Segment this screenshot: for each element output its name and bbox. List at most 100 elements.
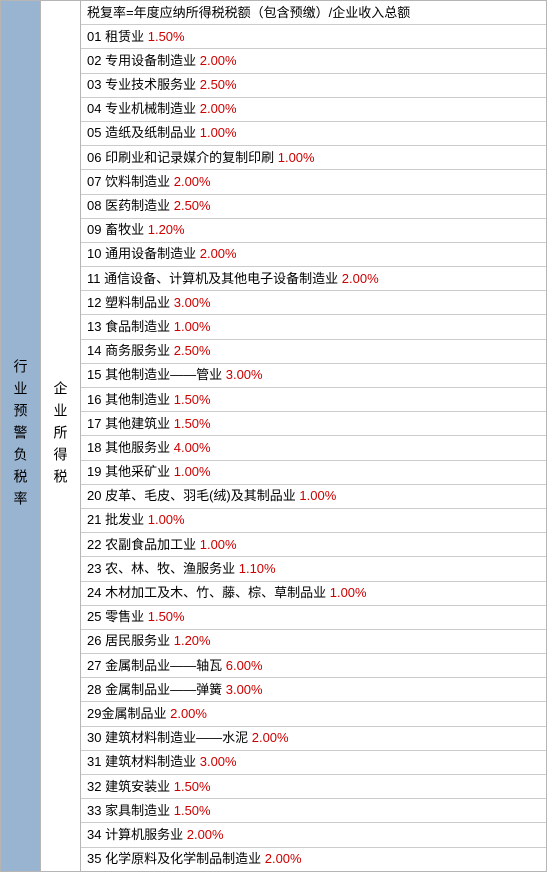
- row-rate: 1.00%: [148, 512, 185, 527]
- row-rate: 2.00%: [170, 706, 207, 721]
- row-number: 24: [87, 585, 101, 600]
- table-row: 17 其他建筑业 1.50%: [81, 412, 546, 436]
- row-number: 32: [87, 779, 101, 794]
- row-label: 医药制造业: [105, 198, 170, 213]
- table-row: 12 塑料制品业 3.00%: [81, 291, 546, 315]
- row-label: 其他建筑业: [105, 416, 170, 431]
- row-rate: 2.50%: [174, 343, 211, 358]
- row-number: 27: [87, 658, 101, 673]
- mid-header-text: 企业所得税: [51, 381, 71, 491]
- table-row: 25 零售业 1.50%: [81, 606, 546, 630]
- row-rate: 2.00%: [200, 53, 237, 68]
- row-rate: 1.00%: [200, 125, 237, 140]
- row-number: 14: [87, 343, 101, 358]
- table-row: 11 通信设备、计算机及其他电子设备制造业 2.00%: [81, 267, 546, 291]
- row-label: 建筑材料制造业——水泥: [105, 730, 248, 745]
- row-number: 01: [87, 29, 101, 44]
- table-row: 32 建筑安装业 1.50%: [81, 775, 546, 799]
- table-row: 02 专用设备制造业 2.00%: [81, 49, 546, 73]
- table-row: 07 饮料制造业 2.00%: [81, 170, 546, 194]
- row-rate: 2.00%: [187, 827, 224, 842]
- left-header-text: 行业预警负税率: [11, 359, 31, 513]
- row-rate: 1.00%: [299, 488, 336, 503]
- data-column: 税复率=年度应纳所得税税额（包含预缴）/企业收入总额 01 租赁业 1.50%0…: [81, 1, 546, 871]
- table-row: 27 金属制品业——轴瓦 6.00%: [81, 654, 546, 678]
- row-rate: 2.00%: [342, 271, 379, 286]
- mid-header-column: 企业所得税: [41, 1, 81, 871]
- row-label: 商务服务业: [105, 343, 170, 358]
- row-number: 10: [87, 246, 101, 261]
- row-label: 其他采矿业: [105, 464, 170, 479]
- row-number: 12: [87, 295, 101, 310]
- row-label: 化学原料及化学制品制造业: [105, 851, 261, 866]
- row-rate: 1.50%: [174, 779, 211, 794]
- row-rate: 3.00%: [226, 682, 263, 697]
- row-label: 金属制品业——轴瓦: [105, 658, 222, 673]
- row-label: 造纸及纸制品业: [105, 125, 196, 140]
- table-row: 01 租赁业 1.50%: [81, 25, 546, 49]
- table-row: 24 木材加工及木、竹、藤、棕、草制品业 1.00%: [81, 582, 546, 606]
- row-rate: 1.50%: [174, 392, 211, 407]
- row-rate: 1.10%: [239, 561, 276, 576]
- row-label: 通用设备制造业: [105, 246, 196, 261]
- row-label: 农副食品加工业: [105, 537, 196, 552]
- table-row: 15 其他制造业——管业 3.00%: [81, 364, 546, 388]
- row-label: 皮革、毛皮、羽毛(绒)及其制品业: [105, 488, 296, 503]
- row-label: 专业技术服务业: [105, 77, 196, 92]
- row-number: 29: [87, 706, 101, 721]
- table-row: 06 印刷业和记录媒介的复制印刷 1.00%: [81, 146, 546, 170]
- row-number: 19: [87, 464, 101, 479]
- row-rate: 3.00%: [226, 367, 263, 382]
- row-rate: 2.00%: [252, 730, 289, 745]
- row-label: 零售业: [105, 609, 144, 624]
- table-row: 03 专业技术服务业 2.50%: [81, 74, 546, 98]
- row-number: 05: [87, 125, 101, 140]
- row-rate: 1.20%: [174, 633, 211, 648]
- row-number: 16: [87, 392, 101, 407]
- row-rate: 2.50%: [174, 198, 211, 213]
- row-rate: 1.50%: [174, 803, 211, 818]
- row-label: 农、林、牧、渔服务业: [105, 561, 235, 576]
- row-number: 23: [87, 561, 101, 576]
- table-row: 04 专业机械制造业 2.00%: [81, 98, 546, 122]
- row-number: 07: [87, 174, 101, 189]
- row-label: 批发业: [105, 512, 144, 527]
- row-rate: 1.50%: [148, 29, 185, 44]
- row-label: 印刷业和记录媒介的复制印刷: [105, 150, 274, 165]
- row-number: 35: [87, 851, 101, 866]
- row-number: 02: [87, 53, 101, 68]
- table-row: 22 农副食品加工业 1.00%: [81, 533, 546, 557]
- left-header-column: 行业预警负税率: [1, 1, 41, 871]
- row-label: 塑料制品业: [105, 295, 170, 310]
- row-number: 34: [87, 827, 101, 842]
- row-label: 其他制造业——管业: [105, 367, 222, 382]
- row-number: 26: [87, 633, 101, 648]
- table-row: 13 食品制造业 1.00%: [81, 315, 546, 339]
- table-row: 34 计算机服务业 2.00%: [81, 823, 546, 847]
- row-label: 家具制造业: [105, 803, 170, 818]
- row-number: 08: [87, 198, 101, 213]
- table-row: 14 商务服务业 2.50%: [81, 340, 546, 364]
- row-number: 28: [87, 682, 101, 697]
- table-row: 05 造纸及纸制品业 1.00%: [81, 122, 546, 146]
- table-row: 31 建筑材料制造业 3.00%: [81, 751, 546, 775]
- row-label: 金属制品业: [101, 706, 166, 721]
- row-label: 其他制造业: [105, 392, 170, 407]
- row-rate: 3.00%: [200, 754, 237, 769]
- table-row: 21 批发业 1.00%: [81, 509, 546, 533]
- table-row: 23 农、林、牧、渔服务业 1.10%: [81, 557, 546, 581]
- row-number: 30: [87, 730, 101, 745]
- row-label: 木材加工及木、竹、藤、棕、草制品业: [105, 585, 326, 600]
- table-row: 08 医药制造业 2.50%: [81, 195, 546, 219]
- row-number: 06: [87, 150, 101, 165]
- row-label: 饮料制造业: [105, 174, 170, 189]
- table-row: 35 化学原料及化学制品制造业 2.00%: [81, 848, 546, 871]
- row-rate: 2.50%: [200, 77, 237, 92]
- formula-text: 税复率=年度应纳所得税税额（包含预缴）/企业收入总额: [87, 5, 410, 20]
- row-label: 通信设备、计算机及其他电子设备制造业: [104, 271, 338, 286]
- row-rate: 4.00%: [174, 440, 211, 455]
- row-label: 计算机服务业: [105, 827, 183, 842]
- row-number: 04: [87, 101, 101, 116]
- row-number: 13: [87, 319, 101, 334]
- table-row: 16 其他制造业 1.50%: [81, 388, 546, 412]
